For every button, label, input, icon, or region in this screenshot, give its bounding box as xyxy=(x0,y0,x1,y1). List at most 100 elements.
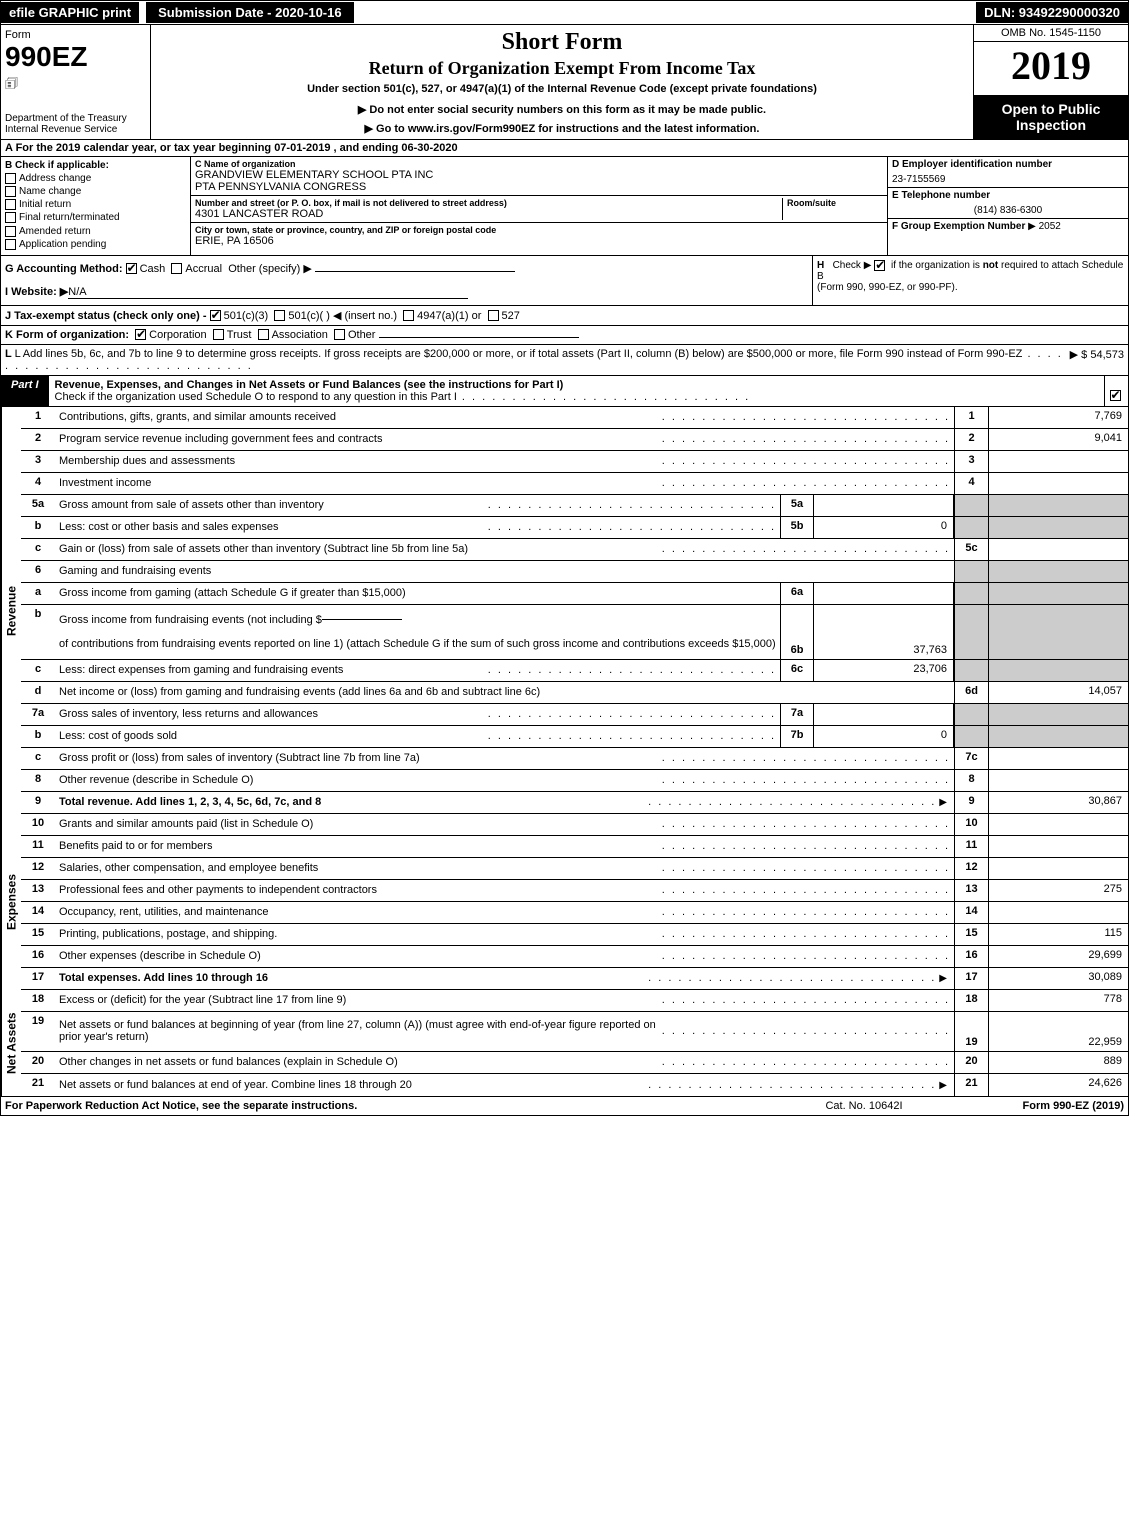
open-to-public: Open to Public Inspection xyxy=(974,95,1128,139)
net-assets-section: Net Assets 18Excess or (deficit) for the… xyxy=(0,990,1129,1097)
line-9: 9Total revenue. Add lines 1, 2, 3, 4, 5c… xyxy=(21,792,1128,814)
row-l-gross-receipts: L L Add lines 5b, 6c, and 7b to line 9 t… xyxy=(0,345,1129,376)
net-assets-side-label: Net Assets xyxy=(1,990,21,1096)
check-cash[interactable] xyxy=(126,263,137,274)
6b-blank[interactable] xyxy=(322,619,402,620)
check-schedule-b[interactable] xyxy=(874,260,885,271)
ein-label: D Employer identification number xyxy=(892,159,1124,170)
amt-7a xyxy=(814,704,954,725)
amt-4 xyxy=(988,473,1128,494)
check-address-change[interactable]: Address change xyxy=(5,173,186,184)
check-corp[interactable] xyxy=(135,329,146,340)
goto-link[interactable]: ▶ Go to www.irs.gov/Form990EZ for instru… xyxy=(159,122,965,135)
col-d-e-f: D Employer identification number 23-7155… xyxy=(888,157,1128,255)
form-word: Form xyxy=(5,29,146,41)
amt-20: 889 xyxy=(988,1052,1128,1073)
check-assoc[interactable] xyxy=(258,329,269,340)
amt-7b: 0 xyxy=(814,726,954,747)
amt-17: 30,089 xyxy=(988,968,1128,989)
phone-label: E Telephone number xyxy=(892,190,1124,201)
other-specify-field[interactable] xyxy=(315,271,515,272)
other-org-field[interactable] xyxy=(379,337,579,338)
line-8: 8Other revenue (describe in Schedule O)8 xyxy=(21,770,1128,792)
form-revision: Form 990-EZ (2019) xyxy=(1023,1100,1124,1112)
website-value: N/A xyxy=(68,286,468,299)
line-17: 17Total expenses. Add lines 10 through 1… xyxy=(21,968,1128,990)
check-other-org[interactable] xyxy=(334,329,345,340)
ein-value: 23-7155569 xyxy=(892,174,1124,185)
line-7a: 7aGross sales of inventory, less returns… xyxy=(21,704,1128,726)
org-name-label: C Name of organization xyxy=(195,159,883,169)
omb-number: OMB No. 1545-1150 xyxy=(974,25,1128,42)
amt-11 xyxy=(988,836,1128,857)
line-5c: cGain or (loss) from sale of assets othe… xyxy=(21,539,1128,561)
amt-6b: 37,763 xyxy=(814,605,954,659)
amt-5c xyxy=(988,539,1128,560)
page-footer: For Paperwork Reduction Act Notice, see … xyxy=(0,1097,1129,1116)
amt-18: 778 xyxy=(988,990,1128,1011)
line-6: 6Gaming and fundraising events xyxy=(21,561,1128,583)
dln: DLN: 93492290000320 xyxy=(976,2,1128,23)
part1-title: Revenue, Expenses, and Changes in Net As… xyxy=(55,379,564,391)
amt-8 xyxy=(988,770,1128,791)
form-header: Form 990EZ 🗊 Department of the Treasury … xyxy=(0,25,1129,140)
org-name-value: GRANDVIEW ELEMENTARY SCHOOL PTA INC PTA … xyxy=(195,169,883,193)
org-info-block: B Check if applicable: Address change Na… xyxy=(0,157,1129,256)
line-4: 4Investment income4 xyxy=(21,473,1128,495)
amt-19: 22,959 xyxy=(988,1012,1128,1051)
amt-6a xyxy=(814,583,954,604)
line-7c: cGross profit or (loss) from sales of in… xyxy=(21,748,1128,770)
check-amended-return[interactable]: Amended return xyxy=(5,226,186,237)
col-b-header: B Check if applicable: xyxy=(5,160,186,171)
treasury-seal-icon: 🗊 xyxy=(5,73,146,97)
addr-label: Number and street (or P. O. box, if mail… xyxy=(195,198,778,208)
row-k-form-org: K Form of organization: Corporation Trus… xyxy=(0,326,1129,345)
check-initial-return[interactable]: Initial return xyxy=(5,199,186,210)
form-number: 990EZ xyxy=(5,41,146,73)
expenses-side-label: Expenses xyxy=(1,814,21,990)
line-19: 19Net assets or fund balances at beginni… xyxy=(21,1012,1128,1052)
line-10: 10Grants and similar amounts paid (list … xyxy=(21,814,1128,836)
arrow-icon xyxy=(936,1079,950,1091)
row-h-schedule-b: H Check ▶ if the organization is not req… xyxy=(812,256,1128,305)
row-g-accounting: G Accounting Method: Cash Accrual Other … xyxy=(5,262,808,275)
part1-header: Part I Revenue, Expenses, and Changes in… xyxy=(0,376,1129,407)
line-15: 15Printing, publications, postage, and s… xyxy=(21,924,1128,946)
line-1: 1Contributions, gifts, grants, and simil… xyxy=(21,407,1128,429)
form-subtitle: Under section 501(c), 527, or 4947(a)(1)… xyxy=(159,83,965,95)
irs-label: Internal Revenue Service xyxy=(5,124,146,135)
check-trust[interactable] xyxy=(213,329,224,340)
arrow-icon: ▶ xyxy=(1028,221,1036,232)
line-6d: dNet income or (loss) from gaming and fu… xyxy=(21,682,1128,704)
check-application-pending[interactable]: Application pending xyxy=(5,239,186,250)
amt-6c: 23,706 xyxy=(814,660,954,681)
room-suite-label: Room/suite xyxy=(787,198,883,208)
check-527[interactable] xyxy=(488,310,499,321)
amt-2: 9,041 xyxy=(988,429,1128,450)
form-title-1: Short Form xyxy=(159,29,965,56)
check-name-change[interactable]: Name change xyxy=(5,186,186,197)
amt-21: 24,626 xyxy=(988,1074,1128,1096)
line-3: 3Membership dues and assessments3 xyxy=(21,451,1128,473)
header-center: Short Form Return of Organization Exempt… xyxy=(151,25,973,139)
part1-check-o[interactable] xyxy=(1104,376,1128,406)
amt-5a xyxy=(814,495,954,516)
efile-label[interactable]: efile GRAPHIC print xyxy=(1,2,139,23)
row-j-tax-exempt: J Tax-exempt status (check only one) - 5… xyxy=(0,306,1129,326)
check-501c3[interactable] xyxy=(210,310,221,321)
check-4947[interactable] xyxy=(403,310,414,321)
addr-value: 4301 LANCASTER ROAD xyxy=(195,208,778,220)
expenses-section: Expenses 10Grants and similar amounts pa… xyxy=(0,814,1129,990)
arrow-icon xyxy=(936,972,950,984)
check-final-return[interactable]: Final return/terminated xyxy=(5,212,186,223)
phone-value: (814) 836-6300 xyxy=(892,205,1124,216)
gross-receipts-amount: ▶ $ 54,573 xyxy=(1070,348,1124,372)
check-501c[interactable] xyxy=(274,310,285,321)
amt-3 xyxy=(988,451,1128,472)
check-accrual[interactable] xyxy=(171,263,182,274)
header-left: Form 990EZ 🗊 Department of the Treasury … xyxy=(1,25,151,139)
paperwork-notice: For Paperwork Reduction Act Notice, see … xyxy=(5,1100,825,1112)
col-b-checkboxes: B Check if applicable: Address change Na… xyxy=(1,157,191,255)
col-c-org-name-addr: C Name of organization GRANDVIEW ELEMENT… xyxy=(191,157,888,255)
rows-g-h: G Accounting Method: Cash Accrual Other … xyxy=(0,256,1129,306)
